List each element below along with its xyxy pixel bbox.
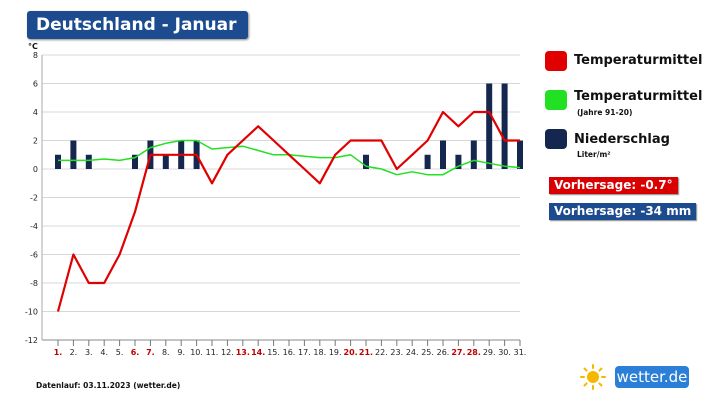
x-tick-label: 14.	[251, 348, 265, 357]
y-tick-label: 2	[33, 137, 38, 146]
x-tick-label: 7.	[146, 348, 155, 357]
precip-bar	[85, 154, 92, 169]
y-tick-label: -6	[30, 251, 38, 260]
legend-temp-label: Temperaturmittel	[574, 53, 703, 68]
x-tick-label: 5.	[116, 348, 124, 357]
legend-precip-swatch	[545, 129, 567, 149]
precip-bar	[162, 154, 169, 169]
x-tick-label: 3.	[85, 348, 93, 357]
precip-bar	[501, 83, 508, 169]
forecast-precip-badge: Vorhersage: -34 mm	[549, 203, 697, 220]
x-tick-label: 11.	[206, 348, 219, 357]
y-tick-label: 4	[33, 108, 38, 117]
x-tick-label: 30.	[498, 348, 511, 357]
x-tick-label: 12.	[221, 348, 234, 357]
x-tick-label: 10.	[190, 348, 203, 357]
y-tick-label: -10	[25, 308, 38, 317]
x-tick-label: 2.	[70, 348, 78, 357]
precip-bar	[132, 154, 138, 169]
x-tick-label: 31.	[514, 348, 527, 357]
x-tick-label: 18.	[313, 348, 326, 357]
x-tick-label: 23.	[390, 348, 403, 357]
x-tick-label: 20.	[344, 348, 358, 357]
x-tick-label: 6.	[131, 348, 140, 357]
precip-bar	[70, 140, 77, 169]
y-tick-label: 8	[33, 51, 38, 60]
precip-bar	[363, 154, 369, 169]
y-tick-label: -2	[30, 194, 38, 203]
x-tick-label: 1.	[54, 348, 63, 357]
x-tick-label: 21.	[359, 348, 373, 357]
title-banner: Deutschland - Januar	[27, 11, 248, 39]
x-tick-label: 26.	[437, 348, 450, 357]
y-tick-label: 0	[33, 165, 38, 174]
x-tick-label: 24.	[406, 348, 419, 357]
precip-bar	[424, 154, 431, 169]
y-tick-label: -8	[30, 279, 38, 288]
legend-temp-normal-label: Temperaturmittel	[574, 89, 703, 104]
precip-bar	[440, 140, 446, 169]
legend-temp-swatch	[545, 51, 567, 71]
x-tick-label: 4.	[100, 348, 108, 357]
legend-precip-unit: Liter/m²	[577, 150, 611, 159]
y-tick-label: -4	[30, 222, 38, 231]
x-tick-label: 25.	[421, 348, 434, 357]
y-axis-unit: °C	[28, 42, 38, 51]
sun-icon	[580, 364, 606, 390]
precip-bar	[486, 83, 493, 169]
series-line-temperaturmittel-normal	[58, 139, 521, 176]
x-tick-label: 9.	[177, 348, 185, 357]
x-tick-label: 19.	[329, 348, 342, 357]
footer-datenlauf: Datenlauf: 03.11.2023 (wetter.de)	[36, 381, 181, 390]
y-tick-label: 6	[33, 80, 38, 89]
x-tick-label: 16.	[283, 348, 296, 357]
x-tick-label: 15.	[267, 348, 280, 357]
precip-bar	[55, 154, 61, 169]
series-line-temperaturmittel	[56, 110, 520, 312]
chart-title: Deutschland - Januar	[36, 15, 237, 35]
precip-bar	[517, 140, 523, 169]
legend-temp-normal-sub: (Jahre 91-20)	[577, 108, 633, 117]
forecast-temp-badge: Vorhersage: -0.7°	[549, 177, 678, 194]
legend-precip-label: Niederschlag	[574, 132, 670, 147]
precip-bar	[470, 140, 477, 169]
x-tick-label: 17.	[298, 348, 311, 357]
y-tick-label: -12	[25, 336, 38, 345]
x-tick-label: 27.	[451, 348, 465, 357]
x-tick-label: 13.	[236, 348, 250, 357]
x-tick-label: 28.	[467, 348, 481, 357]
x-tick-label: 8.	[162, 348, 170, 357]
precip-bar	[455, 154, 462, 169]
x-tick-label: 22.	[375, 348, 388, 357]
wetter-logo: wetter.de	[615, 366, 689, 388]
x-tick-label: 29.	[483, 348, 496, 357]
legend-temp-normal-swatch	[545, 90, 567, 110]
